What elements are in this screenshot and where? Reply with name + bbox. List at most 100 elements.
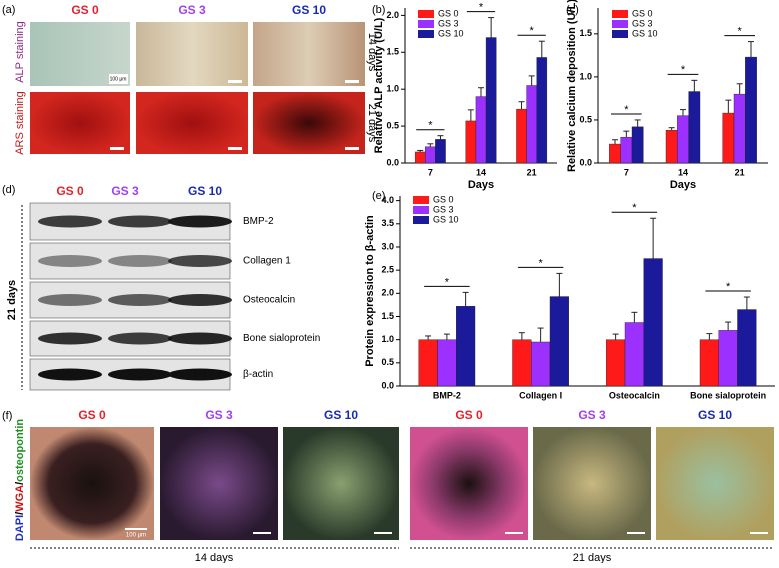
bar bbox=[688, 91, 701, 164]
y-tick-label: 0.5 bbox=[381, 357, 394, 367]
panel-a-images bbox=[30, 22, 365, 154]
significance-label: * bbox=[624, 104, 629, 116]
legend-label: GS 0 bbox=[632, 8, 653, 18]
bar bbox=[606, 339, 626, 387]
stain-part: / bbox=[14, 482, 26, 485]
error-bar bbox=[623, 130, 630, 138]
x-tick-label: BMP-2 bbox=[433, 390, 461, 400]
scale-bar bbox=[345, 147, 359, 150]
error-bar bbox=[743, 296, 750, 310]
bar bbox=[418, 339, 438, 387]
y-tick-label: 1.5 bbox=[386, 47, 399, 57]
bar bbox=[425, 146, 436, 164]
x-tick-label: 7 bbox=[428, 167, 433, 177]
error-bar bbox=[668, 127, 675, 131]
blot-band bbox=[168, 294, 232, 306]
bar bbox=[526, 85, 537, 164]
significance-label: * bbox=[738, 25, 743, 37]
error-bar bbox=[478, 87, 484, 97]
scale-label: 100 μm bbox=[110, 76, 127, 82]
error-bar bbox=[437, 135, 444, 140]
x-tick-label: 7 bbox=[624, 167, 629, 177]
column-label: GS 3 bbox=[111, 184, 139, 198]
scale-box bbox=[109, 74, 128, 84]
protein-label: β-actin bbox=[243, 369, 273, 380]
panel-label: (b) bbox=[372, 4, 385, 16]
bar bbox=[437, 339, 457, 387]
error-bar bbox=[634, 119, 641, 127]
significance-label: * bbox=[479, 2, 484, 14]
scale-bar bbox=[125, 528, 147, 530]
significance-label: * bbox=[538, 257, 543, 269]
legend-swatch bbox=[413, 196, 429, 204]
y-tick-label: 1.0 bbox=[386, 84, 399, 94]
bar bbox=[485, 37, 497, 164]
panel-label: (d) bbox=[2, 184, 15, 196]
blot-band bbox=[38, 215, 102, 228]
legend-label: GS 10 bbox=[438, 28, 464, 38]
legend-label: GS 3 bbox=[433, 204, 454, 214]
error-bar bbox=[462, 291, 469, 307]
legend-swatch bbox=[413, 206, 429, 214]
y-axis-title: Protein expression to β-actin bbox=[364, 215, 376, 367]
image bbox=[30, 427, 154, 540]
column-label: GS 10 bbox=[292, 3, 326, 17]
image bbox=[656, 427, 774, 540]
bar bbox=[699, 339, 719, 387]
bar bbox=[414, 151, 426, 164]
legend-label: GS 3 bbox=[632, 18, 653, 28]
error-bar bbox=[537, 327, 544, 342]
y-tick-label: 3.0 bbox=[381, 241, 394, 251]
error-bar bbox=[612, 139, 618, 145]
bar bbox=[722, 112, 735, 164]
bar bbox=[677, 115, 689, 164]
scale-bar bbox=[505, 532, 523, 534]
x-tick-label: Collagen I bbox=[519, 390, 562, 400]
y-tick-label: 4.0 bbox=[381, 195, 394, 205]
y-tick-label: 1.5 bbox=[381, 311, 394, 321]
stain-label: DAPI/WGA/osteopontin bbox=[14, 419, 26, 542]
protein-label: Bone sialoprotein bbox=[243, 333, 320, 344]
error-bar bbox=[425, 335, 432, 340]
bar bbox=[631, 126, 644, 164]
column-label: GS 3 bbox=[178, 3, 206, 17]
scale-bar bbox=[228, 80, 242, 83]
bar bbox=[665, 130, 678, 164]
bar bbox=[549, 296, 569, 387]
x-tick-label: 21 bbox=[527, 167, 537, 177]
error-bar bbox=[417, 149, 424, 152]
panel-label: (a) bbox=[2, 4, 15, 16]
significance-label: * bbox=[445, 276, 450, 288]
legend-label: GS 0 bbox=[438, 8, 459, 18]
bar bbox=[745, 56, 757, 164]
bar bbox=[624, 322, 644, 387]
column-label: GS 0 bbox=[455, 408, 483, 422]
error-bar bbox=[680, 109, 686, 116]
x-tick-label: 14 bbox=[476, 167, 486, 177]
stain-part: osteopontin bbox=[14, 419, 26, 482]
stain-part: / bbox=[14, 512, 26, 515]
significance-label: * bbox=[726, 281, 731, 293]
stain-part: WGA bbox=[14, 485, 26, 512]
protein-label: BMP-2 bbox=[243, 216, 274, 227]
row-label: ALP staining bbox=[14, 21, 26, 83]
column-label: GS 10 bbox=[188, 184, 222, 198]
column-label: GS 0 bbox=[71, 3, 99, 17]
x-tick-label: Bone sialoprotein bbox=[690, 390, 766, 400]
scale-bar bbox=[627, 532, 645, 534]
error-bar bbox=[706, 333, 713, 340]
blot-band bbox=[168, 255, 232, 267]
scale-bar bbox=[110, 147, 124, 150]
image bbox=[160, 427, 278, 540]
image bbox=[283, 427, 399, 540]
blot-band bbox=[38, 294, 102, 306]
y-axis-title: Relative calcium deposition (U/L) bbox=[566, 0, 578, 172]
scale-bar bbox=[228, 147, 242, 150]
significance-label: * bbox=[632, 202, 637, 214]
error-bar bbox=[725, 99, 732, 114]
bar bbox=[718, 330, 738, 387]
x-axis-title: Days bbox=[468, 179, 494, 191]
x-axis-title: Days bbox=[670, 179, 696, 191]
error-bar bbox=[631, 311, 638, 323]
legend-swatch bbox=[413, 216, 429, 224]
